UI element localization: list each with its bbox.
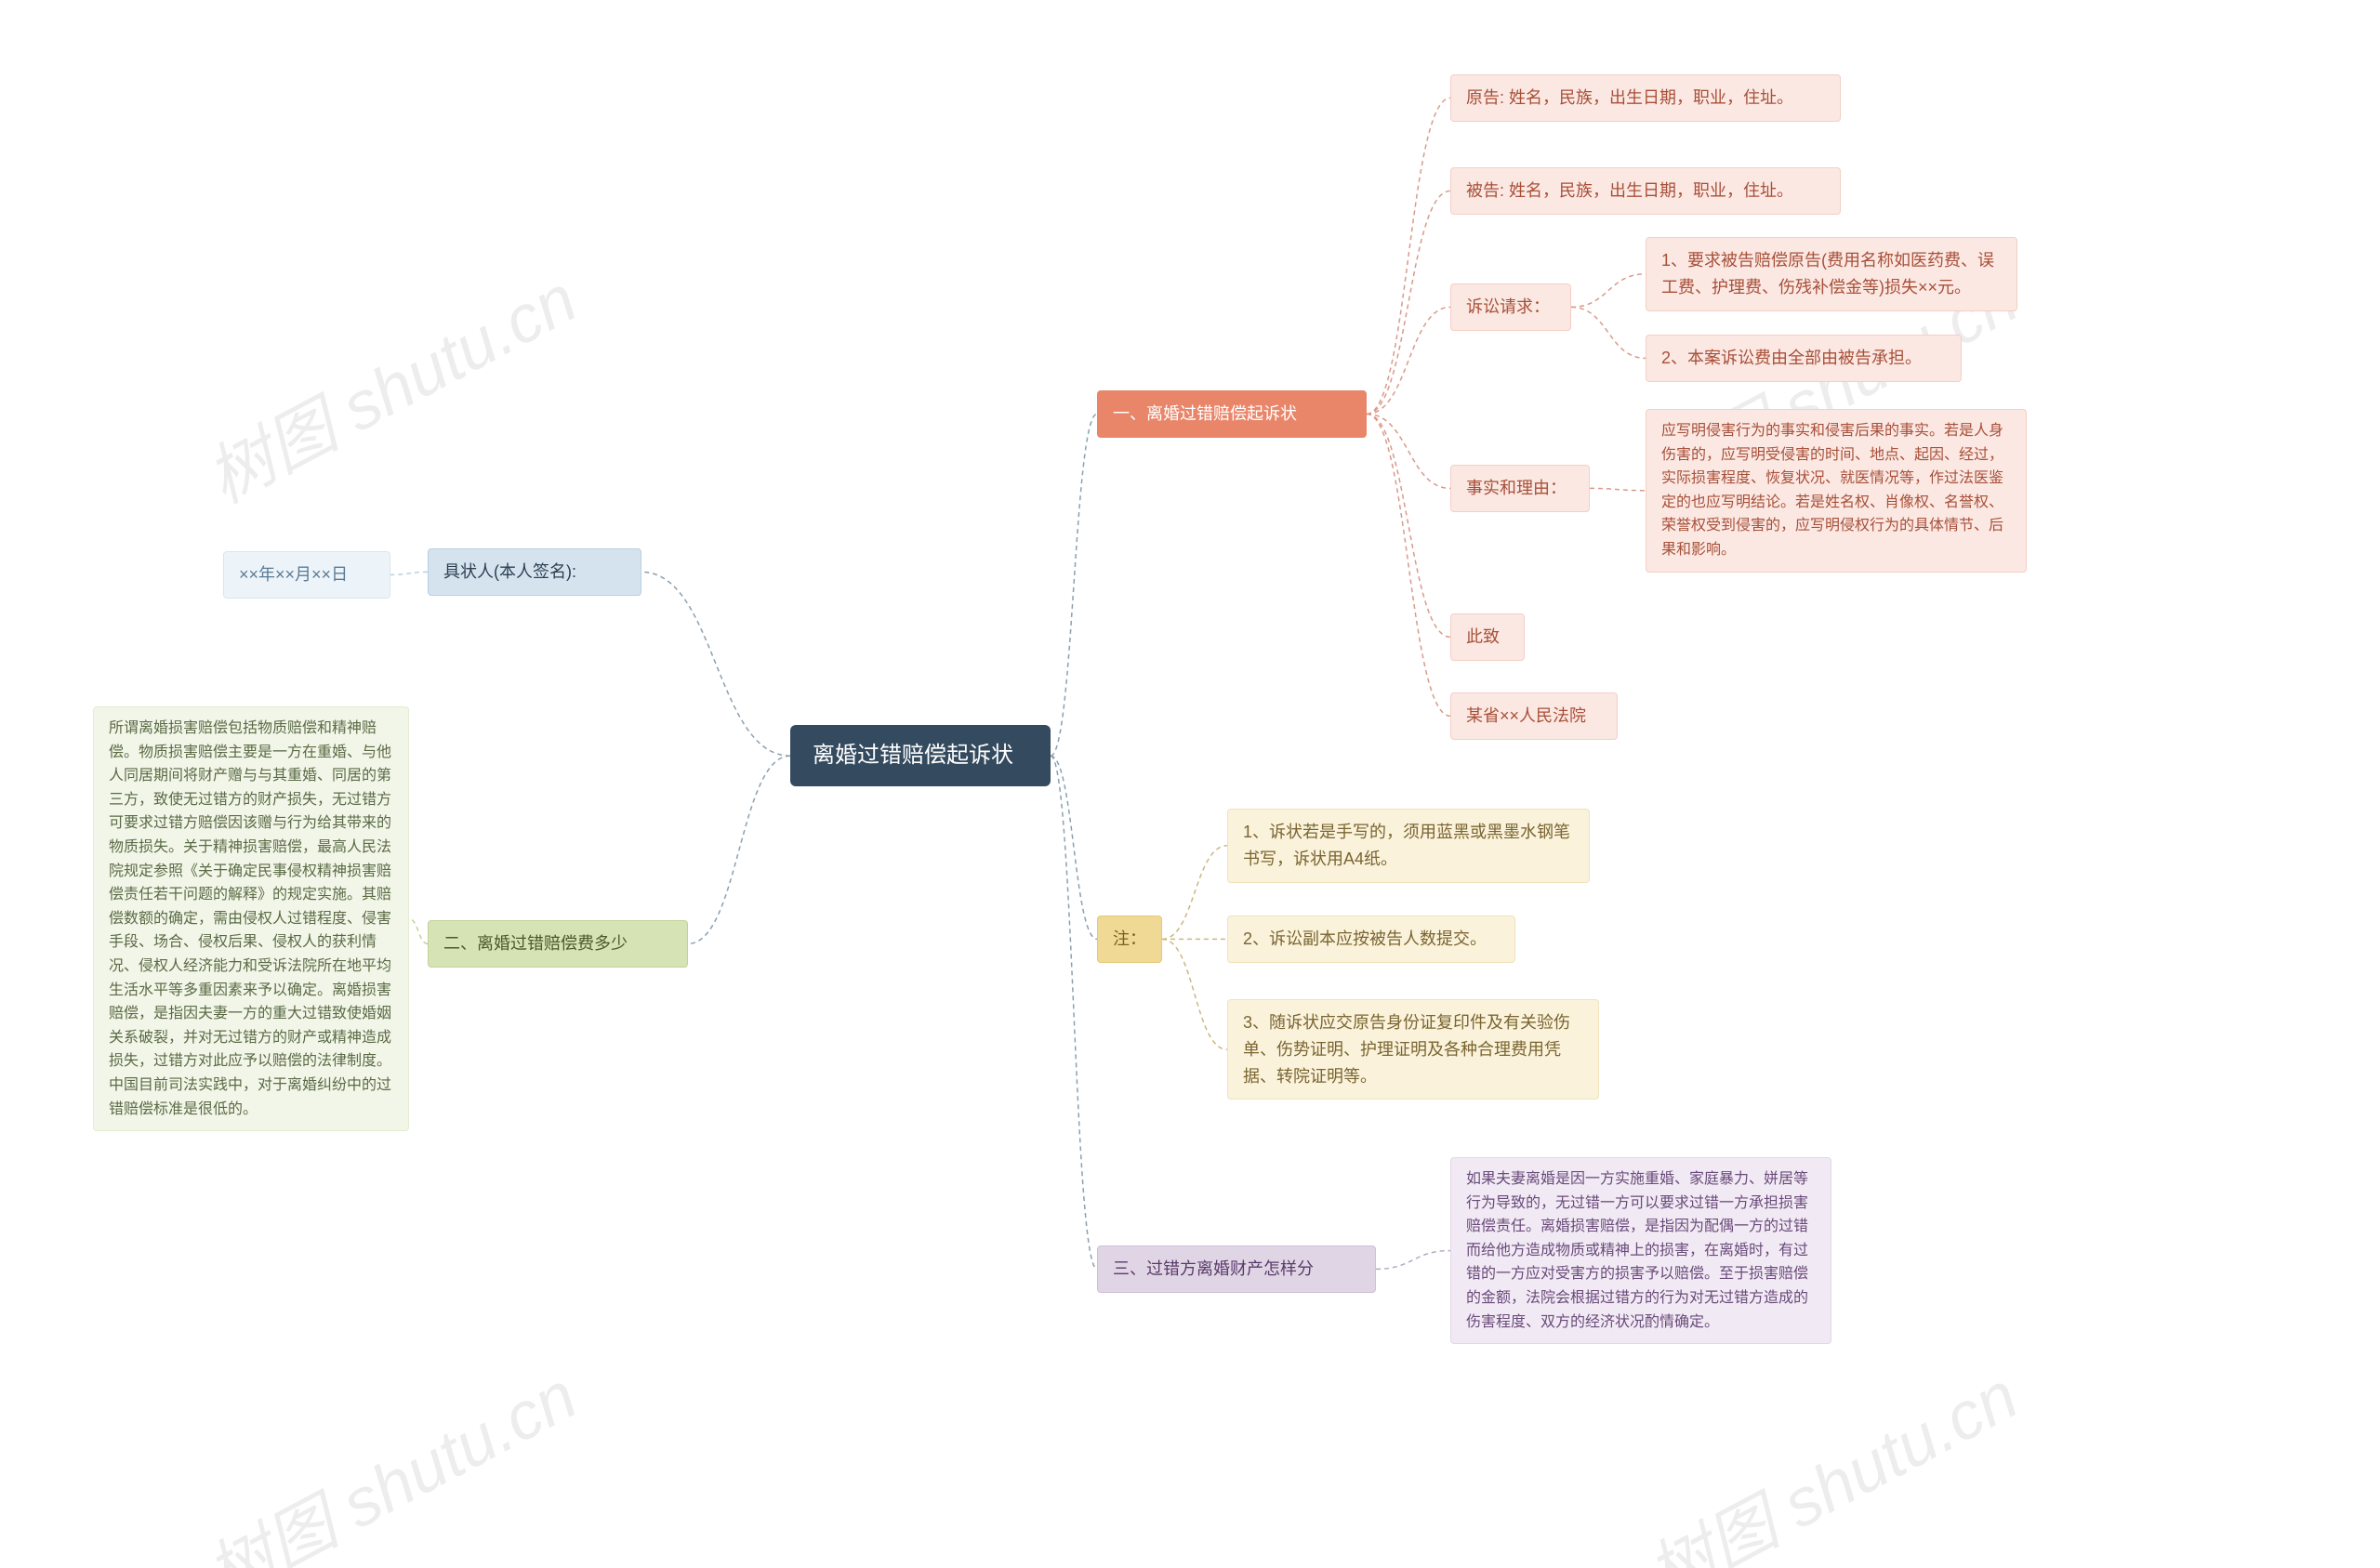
- root-node: 离婚过错赔偿起诉状: [790, 725, 1051, 786]
- mindmap-node: 事实和理由：: [1450, 465, 1590, 512]
- mindmap-node: 应写明侵害行为的事实和侵害后果的事实。若是人身伤害的，应写明受侵害的时间、地点、…: [1646, 409, 2027, 573]
- mindmap-node: 注：: [1097, 916, 1162, 963]
- mindmap-node: 原告: 姓名，民族，出生日期，职业，住址。: [1450, 74, 1841, 122]
- mindmap-node: 3、随诉状应交原告身份证复印件及有关验伤单、伤势证明、护理证明及各种合理费用凭据…: [1227, 999, 1599, 1100]
- mindmap-node: 2、诉讼副本应按被告人数提交。: [1227, 916, 1515, 963]
- mindmap-node: 2、本案诉讼费由全部由被告承担。: [1646, 335, 1962, 382]
- mindmap-node: 某省××人民法院: [1450, 692, 1618, 740]
- mindmap-node: 被告: 姓名，民族，出生日期，职业，住址。: [1450, 167, 1841, 215]
- watermark: 树图 shutu.cn: [1628, 1342, 2031, 1568]
- mindmap-node: 所谓离婚损害赔偿包括物质赔偿和精神赔偿。物质损害赔偿主要是一方在重婚、与他人同居…: [93, 706, 409, 1131]
- mindmap-node: 1、诉状若是手写的，须用蓝黑或黑墨水钢笔书写，诉状用A4纸。: [1227, 809, 1590, 883]
- watermark: 树图 shutu.cn: [187, 245, 590, 521]
- mindmap-node: ××年××月××日: [223, 551, 390, 599]
- mindmap-node: 1、要求被告赔偿原告(费用名称如医药费、误工费、护理费、伤残补偿金等)损失××元…: [1646, 237, 2017, 311]
- watermark: 树图 shutu.cn: [187, 1342, 590, 1568]
- mindmap-node: 二、离婚过错赔偿费多少: [428, 920, 688, 968]
- mindmap-node: 具状人(本人签名):: [428, 548, 641, 596]
- mindmap-node: 此致: [1450, 613, 1525, 661]
- mindmap-node: 一、离婚过错赔偿起诉状: [1097, 390, 1367, 438]
- mindmap-node: 如果夫妻离婚是因一方实施重婚、家庭暴力、姘居等行为导致的，无过错一方可以要求过错…: [1450, 1157, 1831, 1344]
- mindmap-node: 诉讼请求：: [1450, 283, 1571, 331]
- mindmap-node: 三、过错方离婚财产怎样分: [1097, 1245, 1376, 1293]
